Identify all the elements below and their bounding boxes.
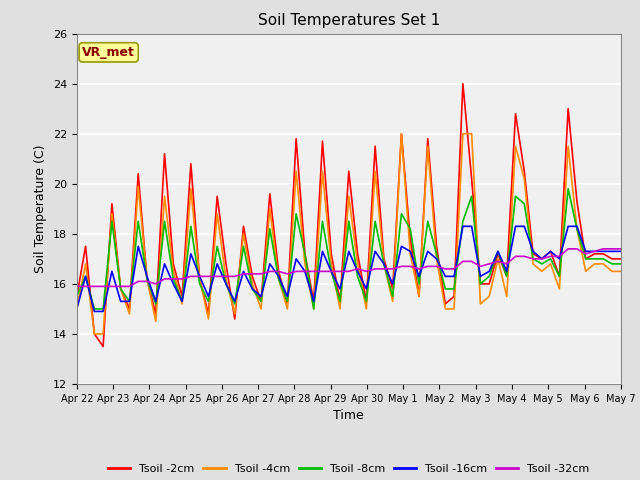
Tsoil -32cm [73, 284, 81, 289]
Tsoil -16cm [73, 306, 81, 312]
Tsoil -32cm [345, 268, 353, 274]
Tsoil -32cm [564, 246, 572, 252]
Line: Tsoil -2cm: Tsoil -2cm [77, 84, 621, 347]
Title: Soil Temperatures Set 1: Soil Temperatures Set 1 [258, 13, 440, 28]
Line: Tsoil -16cm: Tsoil -16cm [77, 226, 621, 312]
Tsoil -16cm [617, 249, 625, 254]
Tsoil -16cm [336, 286, 344, 292]
Y-axis label: Soil Temperature (C): Soil Temperature (C) [35, 144, 47, 273]
Tsoil -8cm [336, 299, 344, 304]
Tsoil -2cm [354, 251, 362, 257]
Tsoil -16cm [231, 299, 239, 304]
Tsoil -32cm [608, 246, 616, 252]
Tsoil -8cm [231, 301, 239, 307]
Tsoil -8cm [564, 186, 572, 192]
Tsoil -16cm [608, 249, 616, 254]
Tsoil -4cm [608, 268, 616, 274]
Tsoil -8cm [354, 274, 362, 279]
Tsoil -4cm [231, 311, 239, 317]
Legend: Tsoil -2cm, Tsoil -4cm, Tsoil -8cm, Tsoil -16cm, Tsoil -32cm: Tsoil -2cm, Tsoil -4cm, Tsoil -8cm, Tsoi… [104, 460, 594, 479]
Tsoil -8cm [248, 286, 256, 292]
Tsoil -32cm [222, 274, 230, 279]
Tsoil -8cm [73, 293, 81, 300]
Line: Tsoil -8cm: Tsoil -8cm [77, 189, 621, 309]
Tsoil -32cm [617, 246, 625, 252]
Tsoil -2cm [248, 274, 256, 279]
Tsoil -16cm [459, 223, 467, 229]
Tsoil -8cm [90, 306, 98, 312]
Tsoil -2cm [99, 344, 107, 349]
Tsoil -2cm [231, 316, 239, 322]
Tsoil -2cm [73, 293, 81, 300]
Tsoil -4cm [354, 261, 362, 267]
Tsoil -16cm [248, 286, 256, 292]
Tsoil -4cm [248, 281, 256, 287]
Tsoil -32cm [451, 266, 458, 272]
Tsoil -4cm [90, 331, 98, 337]
X-axis label: Time: Time [333, 409, 364, 422]
Tsoil -8cm [617, 261, 625, 267]
Text: VR_met: VR_met [82, 46, 135, 59]
Tsoil -4cm [336, 306, 344, 312]
Tsoil -4cm [617, 268, 625, 274]
Tsoil -8cm [608, 261, 616, 267]
Tsoil -16cm [468, 223, 476, 229]
Tsoil -16cm [354, 268, 362, 274]
Tsoil -32cm [239, 271, 247, 277]
Tsoil -8cm [459, 218, 467, 224]
Tsoil -2cm [336, 299, 344, 304]
Tsoil -2cm [617, 256, 625, 262]
Tsoil -4cm [73, 306, 81, 312]
Line: Tsoil -32cm: Tsoil -32cm [77, 249, 621, 287]
Tsoil -2cm [608, 256, 616, 262]
Line: Tsoil -4cm: Tsoil -4cm [77, 134, 621, 334]
Tsoil -16cm [90, 309, 98, 314]
Tsoil -2cm [468, 176, 476, 181]
Tsoil -4cm [397, 131, 405, 137]
Tsoil -32cm [328, 268, 335, 274]
Tsoil -2cm [459, 81, 467, 86]
Tsoil -4cm [468, 131, 476, 137]
